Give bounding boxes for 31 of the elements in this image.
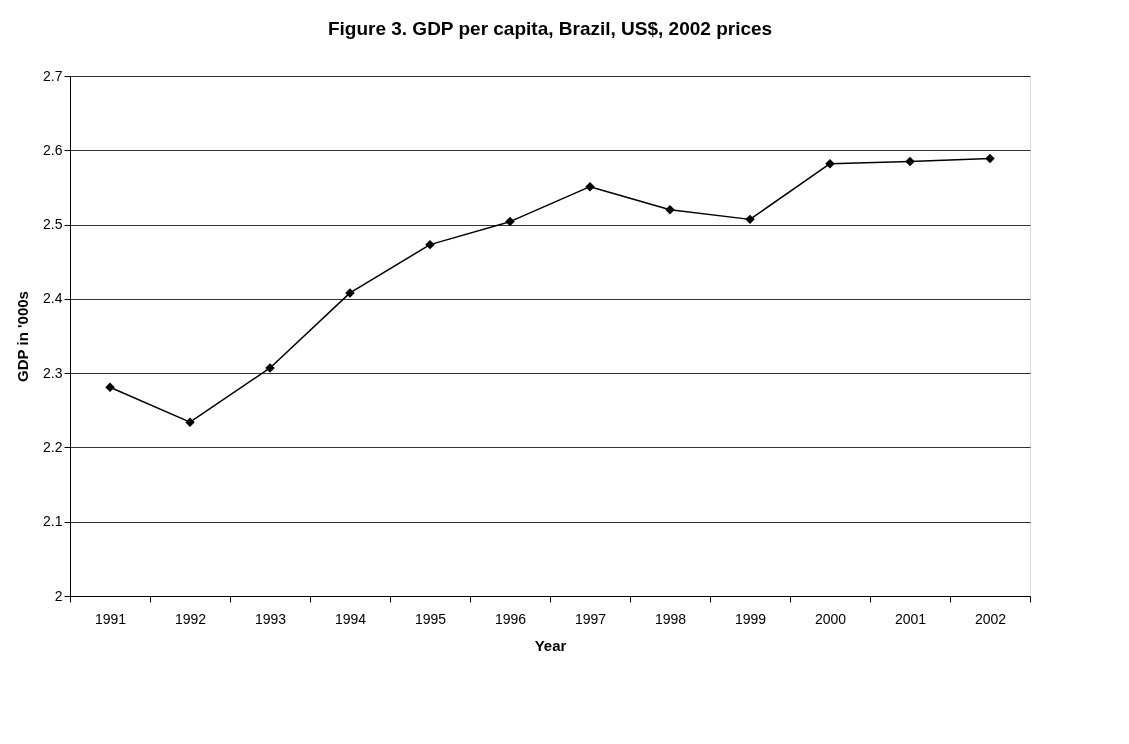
y-tick-label: 2.7 <box>43 67 63 84</box>
y-tick-label: 2.3 <box>43 364 63 381</box>
y-tick-label: 2.4 <box>43 290 63 307</box>
chart-title: Figure 3. GDP per capita, Brazil, US$, 2002 prices <box>327 18 773 39</box>
x-tick-label: 1995 <box>414 610 447 627</box>
point <box>425 239 435 250</box>
x-axis-title: Year <box>534 636 567 654</box>
x-tick-label: 1993 <box>254 610 287 627</box>
point <box>905 156 915 167</box>
point <box>505 216 515 227</box>
x-tick-label: 1999 <box>734 610 767 627</box>
x-tick-label: 1992 <box>174 610 207 627</box>
x-tick-label: 2002 <box>974 610 1007 627</box>
y-tick-label: 2.1 <box>43 513 63 530</box>
x-tick-label: 1996 <box>494 610 527 627</box>
x-tick-label: 1994 <box>334 610 367 627</box>
y-tick-label: 2 <box>54 587 63 604</box>
y-axis-title: GDP in '000s <box>14 291 32 382</box>
x-tick-label: 1997 <box>574 610 607 627</box>
point <box>825 158 835 169</box>
y-tick-label: 2.2 <box>43 438 63 455</box>
y-tick-label: 2.6 <box>43 141 63 158</box>
x-tick-label: 2000 <box>814 610 847 627</box>
x-tick-label: 1991 <box>94 610 127 627</box>
y-tick-label: 2.5 <box>43 216 63 233</box>
point <box>985 153 995 164</box>
x-tick-label: 2001 <box>894 610 927 627</box>
point <box>745 214 755 225</box>
x-tick-label: 1998 <box>654 610 687 627</box>
point <box>665 204 675 215</box>
point <box>585 181 595 192</box>
